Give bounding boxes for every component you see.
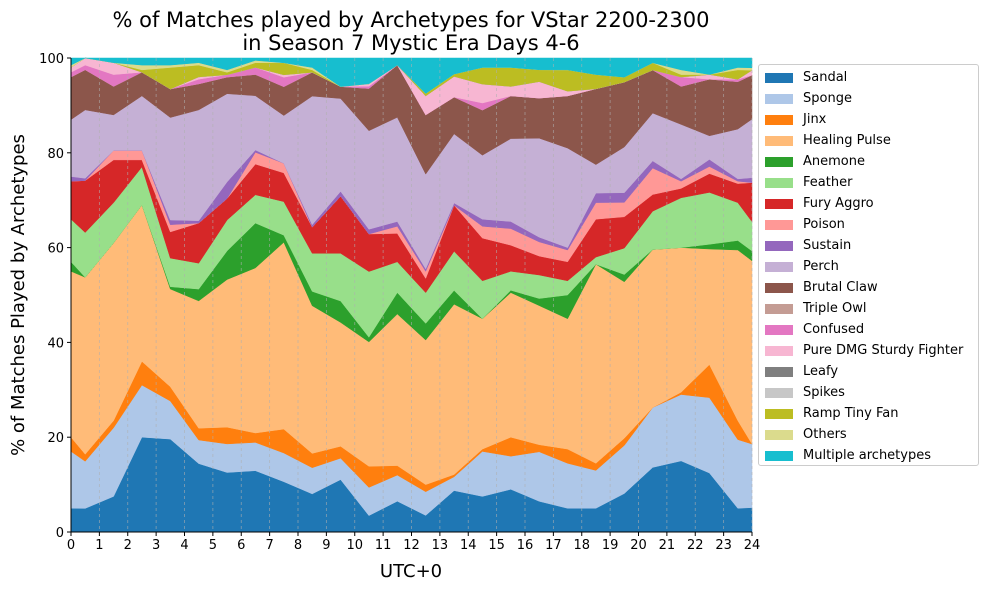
legend: Sandal Sponge Jinx Healing Pulse Anemone Feat… [758,64,979,466]
legend-label: Brutal Claw [803,280,878,295]
legend-label: Confused [803,322,865,337]
legend-item: Spikes [765,382,845,403]
legend-label: Fury Aggro [803,196,874,211]
legend-label: Pure DMG Sturdy Fighter [803,343,964,358]
y-axis-label: % of Matches Played by Archetypes [8,134,29,456]
legend-label: Healing Pulse [803,133,891,148]
legend-label: Spikes [803,385,845,400]
legend-item: Multiple archetypes [765,445,931,466]
legend-swatch [765,282,793,293]
x-tick-label: 14 [460,538,477,553]
plot-area [70,57,753,533]
legend-swatch [765,303,793,314]
chart-title-line-2: in Season 7 Mystic Era Days 4-6 [242,31,579,55]
x-tick-label: 17 [545,538,562,553]
legend-swatch [765,408,793,419]
legend-item: Sponge [765,88,852,109]
y-axis: 0 20 40 60 80 100 [39,52,72,541]
legend-swatch [765,450,793,461]
legend-item: Sustain [765,235,851,256]
x-tick-label: 1 [95,538,103,553]
x-tick-label: 4 [180,538,188,553]
y-tick-label: 80 [47,147,64,162]
y-tick-label: 60 [47,242,64,257]
legend-item: Brutal Claw [765,277,878,298]
legend-label: Poison [803,217,845,232]
x-tick-label: 0 [67,538,75,553]
legend-item: Poison [765,214,845,235]
y-tick-label: 100 [39,52,64,67]
x-tick-label: 13 [432,538,449,553]
legend-label: Sustain [803,238,852,253]
legend-label: Ramp Tiny Fan [803,406,899,421]
legend-swatch [765,219,793,230]
x-tick-label: 21 [659,538,676,553]
x-axis: 0 1 2 3 4 5 6 7 8 9 10 11 12 13 14 15 16 17 18 19 20 21 22 23 24 [67,531,761,553]
x-tick-label: 19 [602,538,619,553]
legend-label: Leafy [803,364,839,379]
x-tick-label: 8 [294,538,302,553]
x-tick-label: 15 [488,538,505,553]
x-tick-label: 10 [346,538,363,553]
legend-swatch [765,240,793,251]
x-tick-label: 20 [630,538,647,553]
legend-item: Perch [765,256,839,277]
legend-item: Ramp Tiny Fan [765,403,898,424]
legend-swatch [765,261,793,272]
legend-item: Fury Aggro [765,193,874,214]
legend-item: Healing Pulse [765,130,891,151]
legend-swatch [765,177,793,188]
legend-item: Others [765,424,847,445]
y-tick-label: 0 [56,526,64,541]
chart-title-line-1: % of Matches played by Archetypes for VS… [113,8,710,32]
legend-label: Feather [803,175,853,190]
legend-swatch [765,387,793,398]
legend-swatch [765,345,793,356]
legend-swatch [765,156,793,167]
legend-label: Multiple archetypes [803,448,931,463]
legend-label: Anemone [803,154,865,169]
x-tick-label: 7 [265,538,273,553]
legend-label: Jinx [803,112,827,127]
legend-swatch [765,114,793,125]
x-tick-label: 22 [687,538,704,553]
legend-label: Sandal [803,70,848,85]
legend-swatch [765,324,793,335]
legend-item: Confused [765,319,864,340]
x-tick-label: 6 [237,538,245,553]
legend-item: Jinx [765,109,826,130]
x-tick-label: 24 [744,538,761,553]
legend-label: Others [803,427,847,442]
x-tick-label: 16 [517,538,534,553]
legend-label: Perch [803,259,839,274]
x-tick-label: 5 [209,538,217,553]
legend-swatch [765,366,793,377]
x-axis-label: UTC+0 [380,561,442,582]
legend-swatch [765,93,793,104]
x-tick-label: 12 [403,538,420,553]
legend-item: Feather [765,172,852,193]
x-tick-label: 9 [322,538,330,553]
legend-label: Sponge [803,91,852,106]
x-tick-label: 23 [715,538,732,553]
x-tick-label: 3 [152,538,160,553]
legend-swatch [765,198,793,209]
y-tick-label: 20 [47,431,64,446]
legend-item: Sandal [765,67,847,88]
x-tick-label: 2 [124,538,132,553]
y-tick-label: 40 [47,336,64,351]
x-tick-label: 11 [375,538,392,553]
legend-item: Anemone [765,151,865,172]
legend-swatch [765,135,793,146]
legend-swatch [765,72,793,83]
legend-item: Leafy [765,361,838,382]
legend-item: Pure DMG Sturdy Fighter [765,340,963,361]
legend-label: Triple Owl [803,301,867,316]
legend-swatch [765,429,793,440]
x-tick-label: 18 [573,538,590,553]
legend-item: Triple Owl [765,298,866,319]
